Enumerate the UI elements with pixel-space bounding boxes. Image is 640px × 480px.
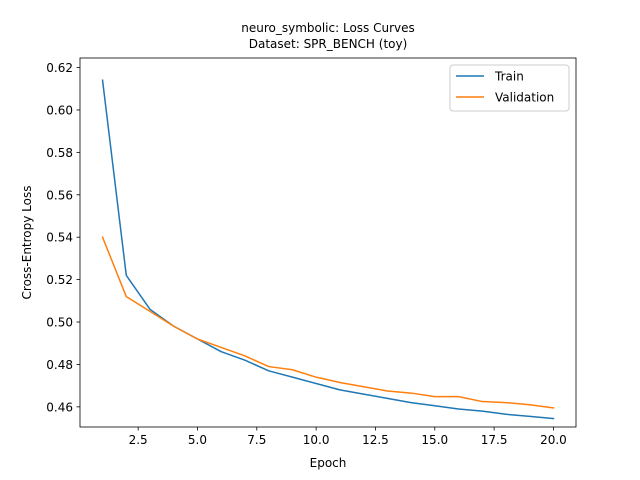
x-tick-label: 15.0 xyxy=(421,433,448,447)
y-tick-label: 0.60 xyxy=(46,103,73,117)
x-tick-label: 20.0 xyxy=(540,433,567,447)
y-tick-label: 0.56 xyxy=(46,188,73,202)
legend: Train Validation xyxy=(449,64,570,112)
plot-frame xyxy=(79,57,577,428)
chart-title: neuro_symbolic: Loss Curves xyxy=(241,21,415,35)
legend-validation-label: Validation xyxy=(495,91,554,105)
legend-train-label: Train xyxy=(494,70,524,84)
x-tick-label: 5.0 xyxy=(188,433,207,447)
y-tick-label: 0.50 xyxy=(46,316,73,330)
plot-area xyxy=(79,57,577,428)
x-axis: 2.5 5.0 7.5 10.0 12.5 15.0 17.5 20.0 xyxy=(129,427,567,447)
y-axis: 0.46 0.48 0.50 0.52 0.54 0.56 0.58 0.60 0.62 xyxy=(46,61,80,414)
x-axis-label: Epoch xyxy=(310,456,347,470)
y-tick-label: 0.58 xyxy=(46,146,73,160)
x-tick-label: 17.5 xyxy=(481,433,508,447)
series-layer xyxy=(101,79,555,420)
chart-subtitle: Dataset: SPR_BENCH (toy) xyxy=(249,37,408,51)
x-tick-label: 10.0 xyxy=(303,433,330,447)
y-tick-label: 0.54 xyxy=(46,231,73,245)
y-tick-label: 0.52 xyxy=(46,273,73,287)
y-tick-label: 0.46 xyxy=(46,400,73,414)
y-tick-label: 0.48 xyxy=(46,358,73,372)
x-tick-label: 2.5 xyxy=(129,433,148,447)
validation-series-line xyxy=(101,236,555,409)
y-axis-label: Cross-Entropy Loss xyxy=(20,186,34,300)
x-tick-label: 7.5 xyxy=(247,433,266,447)
y-tick-label: 0.62 xyxy=(46,61,73,75)
x-tick-label: 12.5 xyxy=(362,433,389,447)
